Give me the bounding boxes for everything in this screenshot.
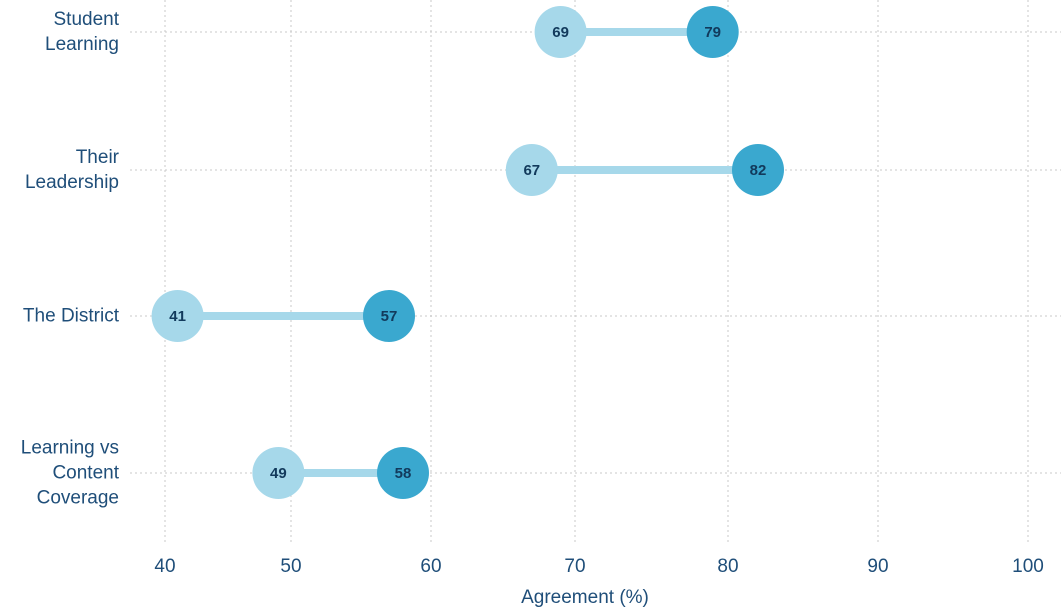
low-value-dot bbox=[252, 447, 305, 499]
x-tick-label: 90 bbox=[867, 556, 888, 577]
x-tick-label: 80 bbox=[717, 556, 738, 577]
x-tick-labels: 40 50 60 70 80 90 100 bbox=[154, 556, 1043, 577]
category-label-line: Their bbox=[75, 147, 119, 168]
x-tick-label: 50 bbox=[280, 556, 301, 577]
low-value-dot bbox=[151, 290, 204, 342]
category-label: The District bbox=[0, 304, 119, 329]
dumbbell-marks: 69 79 67 82 41 57 49 58 bbox=[151, 6, 784, 499]
x-axis-title: Agreement (%) bbox=[521, 587, 649, 608]
high-value-dot bbox=[686, 6, 739, 58]
category-label: Their Leadership bbox=[0, 145, 119, 195]
high-value-dot bbox=[363, 290, 415, 342]
category-label-line: Learning bbox=[45, 34, 119, 55]
low-value-dot bbox=[534, 6, 587, 58]
x-tick-label: 60 bbox=[420, 556, 441, 577]
category-label-line: Learning vs bbox=[20, 437, 119, 459]
category-label-line: Coverage bbox=[36, 487, 119, 509]
x-tick-label: 100 bbox=[1012, 556, 1044, 577]
high-value-label: 57 bbox=[381, 308, 398, 325]
low-value-dot bbox=[505, 144, 558, 196]
category-label-line: Leadership bbox=[24, 172, 119, 193]
x-tick-label: 70 bbox=[564, 556, 585, 577]
x-tick-label: 40 bbox=[154, 556, 175, 577]
high-value-dot bbox=[732, 144, 784, 196]
category-label-line: The District bbox=[22, 305, 119, 327]
category-label: Learning vs Content Coverage bbox=[0, 436, 119, 511]
category-label-line: Student bbox=[53, 9, 120, 30]
low-value-label: 69 bbox=[552, 24, 569, 41]
low-value-label: 41 bbox=[169, 308, 186, 325]
high-value-label: 58 bbox=[395, 465, 412, 482]
low-value-label: 67 bbox=[523, 162, 540, 179]
high-value-label: 79 bbox=[704, 24, 721, 41]
category-label: Student Learning bbox=[0, 7, 119, 57]
high-value-label: 82 bbox=[750, 162, 767, 179]
low-value-label: 49 bbox=[270, 465, 287, 482]
high-value-dot bbox=[377, 447, 429, 499]
category-label-line: Content bbox=[52, 462, 119, 484]
